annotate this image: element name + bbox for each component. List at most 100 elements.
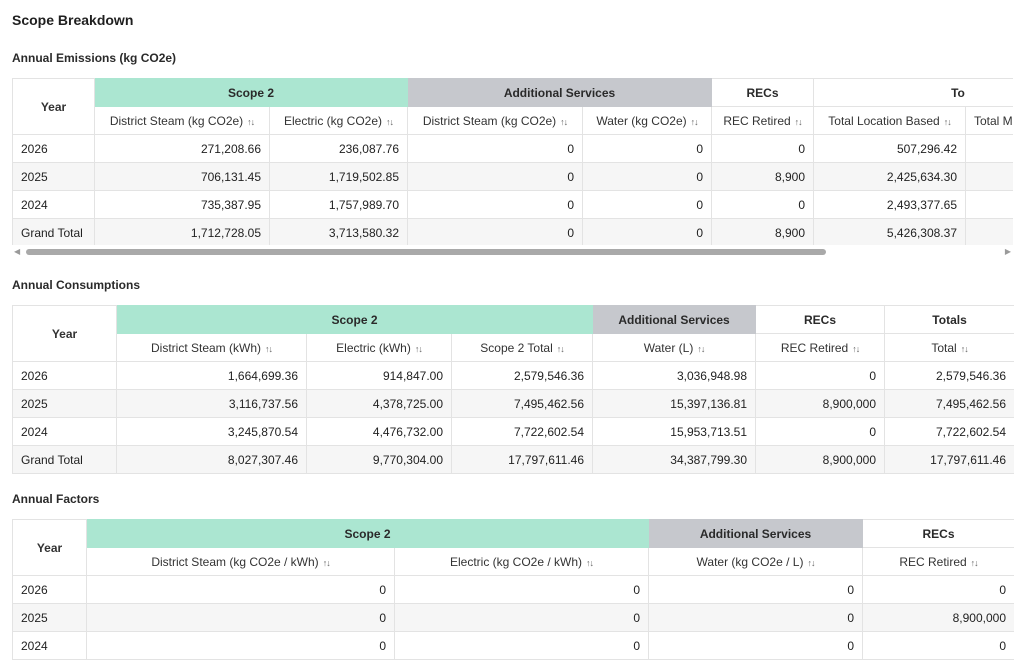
- consumptions-group-recs: RECs: [755, 305, 886, 334]
- table-cell: 914,847.00: [306, 361, 452, 390]
- sort-updown-icon[interactable]: ↑↓: [807, 557, 815, 568]
- emissions-col-district-steam[interactable]: District Steam (kg CO2e) ↑↓: [94, 106, 270, 135]
- consumptions-group-additional-services: Additional Services: [592, 305, 757, 334]
- emissions-table-viewport[interactable]: Year Scope 2 Additional Services RECs To…: [12, 78, 1013, 245]
- table-cell: 5,426,308.37: [813, 218, 966, 245]
- sort-updown-icon[interactable]: ↑↓: [960, 343, 969, 354]
- emissions-col-total-location-based[interactable]: Total Location Based ↑↓: [813, 106, 966, 135]
- sort-updown-icon[interactable]: ↑↓: [247, 116, 255, 127]
- sort-updown-icon[interactable]: ↑↓: [386, 116, 394, 127]
- emissions-section-title: Annual Emissions (kg CO2e): [12, 51, 177, 65]
- consumptions-group-totals: Totals: [884, 305, 1014, 334]
- page-title: Scope Breakdown: [12, 12, 134, 28]
- scroll-right-arrow-icon[interactable]: ▶: [1004, 247, 1011, 256]
- table-row: 2025 706,131.45 1,719,502.85 0 0 8,900 2,425,6…: [12, 162, 1013, 191]
- sort-updown-icon[interactable]: ↑↓: [690, 116, 699, 127]
- sort-updown-icon[interactable]: ↑↓: [556, 343, 565, 354]
- table-cell: 0: [86, 603, 395, 632]
- table-cell: 0: [582, 134, 712, 163]
- sort-updown-icon[interactable]: ↑↓: [265, 343, 273, 354]
- consumptions-section-title: Annual Consumptions: [12, 278, 140, 292]
- emissions-horizontal-scrollbar[interactable]: ◀ ▶: [12, 246, 1013, 258]
- table-cell: 2,425,634.30: [813, 162, 966, 191]
- factors-col-electric[interactable]: Electric (kg CO2e / kWh) ↑↓: [394, 547, 649, 576]
- table-cell: 8,900: [711, 218, 814, 245]
- sort-updown-icon[interactable]: ↑↓: [943, 116, 952, 127]
- consumptions-col-scope2-total[interactable]: Scope 2 Total ↑↓: [450, 333, 594, 362]
- consumptions-col-electric[interactable]: Electric (kWh) ↑↓: [306, 333, 452, 362]
- factors-table-viewport[interactable]: Year Scope 2 Additional Services RECs Di…: [12, 519, 1014, 665]
- table-cell: [965, 190, 1013, 219]
- sort-updown-icon[interactable]: ↑↓: [322, 557, 331, 568]
- table-cell: 15,397,136.81: [592, 389, 757, 418]
- factors-col-water[interactable]: Water (kg CO2e / L) ↑↓: [648, 547, 863, 576]
- row-year-cell: 2024: [12, 417, 117, 446]
- table-cell: 0: [582, 162, 712, 191]
- table-cell: 17,797,611.46: [884, 445, 1014, 474]
- table-cell: [965, 162, 1013, 191]
- table-cell: 0: [755, 417, 886, 446]
- consumptions-year-header: Year: [12, 305, 117, 362]
- factors-col-district-steam[interactable]: District Steam (kg CO2e / kWh) ↑↓: [86, 547, 395, 576]
- emissions-group-recs: RECs: [711, 78, 814, 107]
- table-cell: 3,036,948.98: [592, 361, 757, 390]
- row-year-cell: Grand Total: [12, 218, 95, 245]
- emissions-group-totals: To: [813, 78, 1013, 107]
- sort-updown-icon[interactable]: ↑↓: [852, 343, 860, 354]
- emissions-table: Year Scope 2 Additional Services RECs To…: [12, 78, 1013, 245]
- table-cell: 9,770,304.00: [306, 445, 452, 474]
- consumptions-col-district-steam[interactable]: District Steam (kWh) ↑↓: [116, 333, 307, 362]
- table-cell: 0: [86, 631, 395, 660]
- scroll-left-arrow-icon[interactable]: ◀: [14, 247, 21, 256]
- table-row: 2025 3,116,737.56 4,378,725.00 7,495,462.56…: [12, 389, 1014, 418]
- table-cell: 2,493,377.65: [813, 190, 966, 219]
- sort-updown-icon[interactable]: ↑↓: [697, 343, 705, 354]
- table-cell: 7,722,602.54: [884, 417, 1014, 446]
- emissions-group-additional-services: Additional Services: [407, 78, 712, 107]
- table-cell: 2,579,546.36: [450, 361, 594, 390]
- sort-updown-icon[interactable]: ↑↓: [970, 557, 979, 568]
- emissions-col-additional-district-steam[interactable]: District Steam (kg CO2e) ↑↓: [407, 106, 583, 135]
- emissions-group-scope2: Scope 2: [94, 78, 408, 107]
- row-year-cell: 2024: [12, 631, 87, 660]
- table-cell: 0: [648, 603, 863, 632]
- table-row: 2024 0 0 0 0: [12, 631, 1014, 660]
- scrollbar-thumb[interactable]: [26, 249, 826, 255]
- emissions-col-electric[interactable]: Electric (kg CO2e) ↑↓: [269, 106, 408, 135]
- emissions-col-total-market-based[interactable]: Total M: [965, 106, 1013, 135]
- sort-updown-icon[interactable]: ↑↓: [794, 116, 803, 127]
- table-cell: 2,579,546.36: [884, 361, 1014, 390]
- consumptions-col-total[interactable]: Total ↑↓: [884, 333, 1014, 362]
- table-cell: 0: [407, 134, 583, 163]
- table-cell: 0: [711, 190, 814, 219]
- table-cell: 1,719,502.85: [269, 162, 408, 191]
- factors-group-additional-services: Additional Services: [648, 519, 863, 548]
- table-cell: [965, 134, 1013, 163]
- sort-updown-icon[interactable]: ↑↓: [414, 343, 423, 354]
- table-cell: 1,712,728.05: [94, 218, 270, 245]
- table-cell: 1,664,699.36: [116, 361, 307, 390]
- table-cell: 507,296.42: [813, 134, 966, 163]
- table-row: 2026 1,664,699.36 914,847.00 2,579,546.36 3,…: [12, 361, 1014, 390]
- table-cell: 0: [407, 162, 583, 191]
- factors-col-rec-retired[interactable]: REC Retired ↑↓: [862, 547, 1014, 576]
- table-cell: 8,900,000: [862, 603, 1014, 632]
- table-cell: 4,378,725.00: [306, 389, 452, 418]
- row-year-cell: 2025: [12, 603, 87, 632]
- table-cell: 0: [711, 134, 814, 163]
- table-cell: 7,495,462.56: [450, 389, 594, 418]
- consumptions-col-water[interactable]: Water (L) ↑↓: [592, 333, 757, 362]
- table-cell: 17,797,611.46: [450, 445, 594, 474]
- emissions-col-rec-retired[interactable]: REC Retired ↑↓: [711, 106, 814, 135]
- sort-updown-icon[interactable]: ↑↓: [586, 557, 594, 568]
- table-cell: 0: [394, 575, 649, 604]
- table-cell: [965, 218, 1013, 245]
- emissions-col-water[interactable]: Water (kg CO2e) ↑↓: [582, 106, 712, 135]
- sort-updown-icon[interactable]: ↑↓: [560, 116, 568, 127]
- consumptions-group-scope2: Scope 2: [115, 305, 594, 334]
- table-cell: 7,722,602.54: [450, 417, 594, 446]
- table-cell: 0: [86, 575, 395, 604]
- row-year-cell: 2024: [12, 190, 95, 219]
- consumptions-table-viewport: Year Scope 2 Additional Services RECs To…: [12, 305, 1014, 474]
- consumptions-col-rec-retired[interactable]: REC Retired ↑↓: [755, 333, 886, 362]
